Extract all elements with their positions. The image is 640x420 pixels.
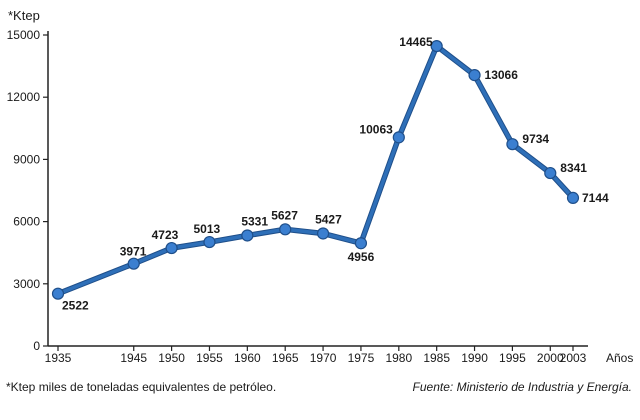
data-label: 3971	[120, 245, 147, 259]
x-axis-unit-label: Años	[606, 351, 633, 365]
x-tick-label: 1995	[499, 351, 526, 365]
data-point	[127, 257, 140, 270]
data-label: 4956	[348, 250, 375, 264]
y-axis-ticks: 0 3000 6000 9000 12000 15000	[7, 28, 48, 353]
x-axis-ticks: 1935 1945 1950 1955 1960 1965 1970 1975 1980 1985…	[45, 346, 587, 365]
x-tick-label: 1955	[196, 351, 223, 365]
data-label: 4723	[152, 228, 179, 242]
data-label: 10063	[359, 122, 393, 136]
y-tick-label: 12000	[7, 90, 41, 104]
y-tick-label: 15000	[7, 28, 41, 42]
x-tick-label: 1990	[461, 351, 488, 365]
x-tick-label: 1975	[348, 351, 375, 365]
axes	[47, 31, 588, 347]
data-label: 13066	[485, 68, 519, 82]
y-tick-label: 9000	[13, 152, 40, 166]
data-point	[468, 68, 481, 82]
y-tick-label: 6000	[13, 215, 40, 229]
y-axis-unit-label: *Ktep	[8, 8, 40, 23]
data-point	[51, 287, 65, 300]
data-point	[165, 241, 178, 255]
data-label: 2522	[62, 299, 89, 313]
x-tick-label: 2003	[560, 351, 587, 365]
x-tick-label: 1950	[158, 351, 185, 365]
x-tick-label: 1945	[120, 351, 147, 365]
data-label: 5627	[271, 208, 298, 222]
x-tick-label: 1965	[272, 351, 299, 365]
series-line	[56, 44, 575, 296]
x-tick-label: 1935	[45, 351, 72, 365]
y-tick-label: 3000	[13, 277, 40, 291]
data-label: 7144	[582, 191, 609, 205]
data-point	[316, 227, 330, 240]
data-labels: 2522 3971 4723 5013 5331 5627 5427 4956 10063 144…	[62, 35, 609, 313]
data-label: 5331	[241, 214, 268, 228]
data-label: 14465	[399, 35, 433, 49]
x-tick-label: 2000	[537, 351, 564, 365]
data-point	[566, 191, 580, 204]
footnote: *Ktep miles de toneladas equivalentes de…	[6, 380, 277, 394]
data-point	[430, 39, 443, 53]
x-tick-label: 1985	[423, 351, 450, 365]
data-label: 9734	[522, 132, 549, 146]
data-series	[51, 39, 580, 300]
x-tick-label: 1960	[234, 351, 261, 365]
data-point	[392, 131, 405, 144]
data-point	[506, 138, 519, 151]
data-point	[203, 235, 216, 249]
data-point	[241, 229, 254, 242]
data-point	[544, 166, 557, 180]
data-point	[279, 223, 292, 236]
x-tick-label: 1970	[310, 351, 337, 365]
data-point	[354, 237, 368, 250]
source-note: Fuente: Ministerio de Industria y Energí…	[412, 380, 632, 394]
x-tick-label: 1980	[385, 351, 412, 365]
y-tick-label: 0	[33, 339, 40, 353]
data-label: 5013	[193, 222, 220, 236]
data-label: 8341	[560, 161, 587, 175]
data-label: 5427	[315, 212, 342, 226]
